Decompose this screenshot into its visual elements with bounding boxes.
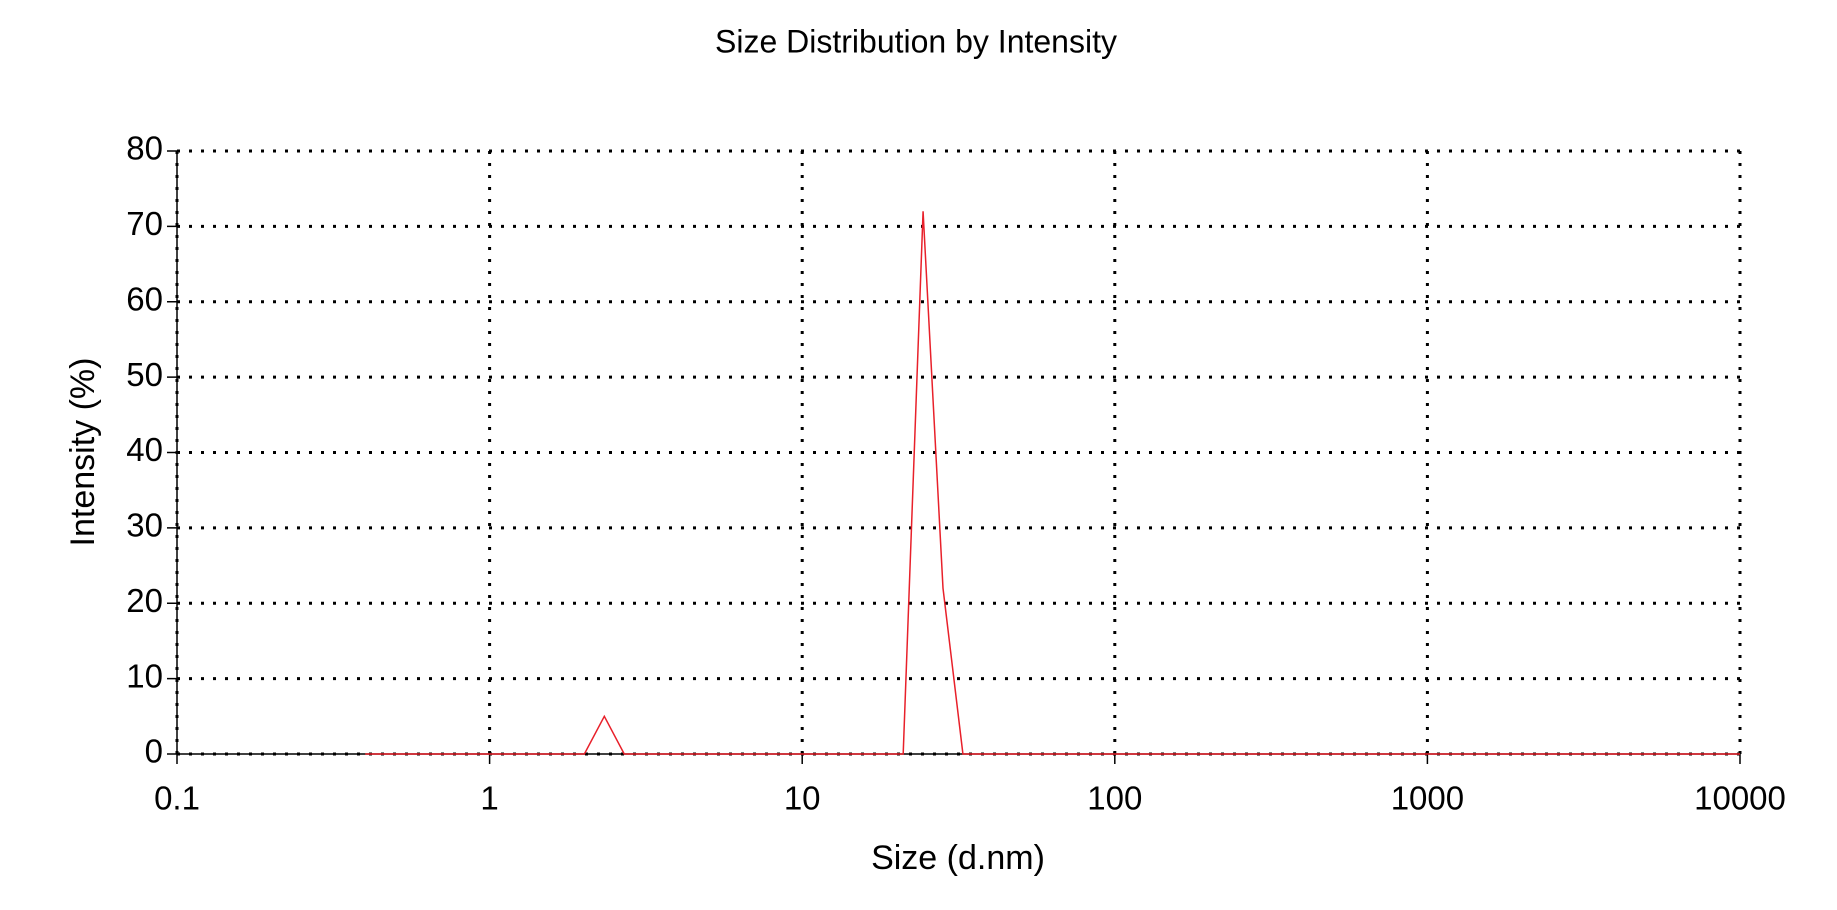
y-axis-title: Intensity (%) bbox=[64, 358, 102, 547]
x-tick-label: 10000 bbox=[1694, 780, 1786, 817]
y-tick-label: 60 bbox=[126, 280, 163, 317]
y-tick-label: 40 bbox=[126, 431, 163, 468]
y-tick-label: 20 bbox=[126, 582, 163, 619]
x-tick-label: 1 bbox=[480, 780, 498, 817]
y-tick-label: 50 bbox=[126, 356, 163, 393]
y-tick-label: 0 bbox=[145, 733, 163, 770]
x-tick-label: 10 bbox=[784, 780, 821, 817]
y-tick-label: 10 bbox=[126, 657, 163, 694]
y-tick-label: 70 bbox=[126, 205, 163, 242]
y-tick-label: 30 bbox=[126, 507, 163, 544]
chart-title: Size Distribution by Intensity bbox=[715, 23, 1117, 59]
x-tick-label: 100 bbox=[1087, 780, 1142, 817]
x-tick-label: 1000 bbox=[1391, 780, 1464, 817]
x-axis-title: Size (d.nm) bbox=[871, 839, 1045, 877]
data-line bbox=[365, 211, 1740, 755]
y-tick-label: 80 bbox=[126, 130, 163, 167]
x-tick-label: 0.1 bbox=[154, 780, 200, 817]
